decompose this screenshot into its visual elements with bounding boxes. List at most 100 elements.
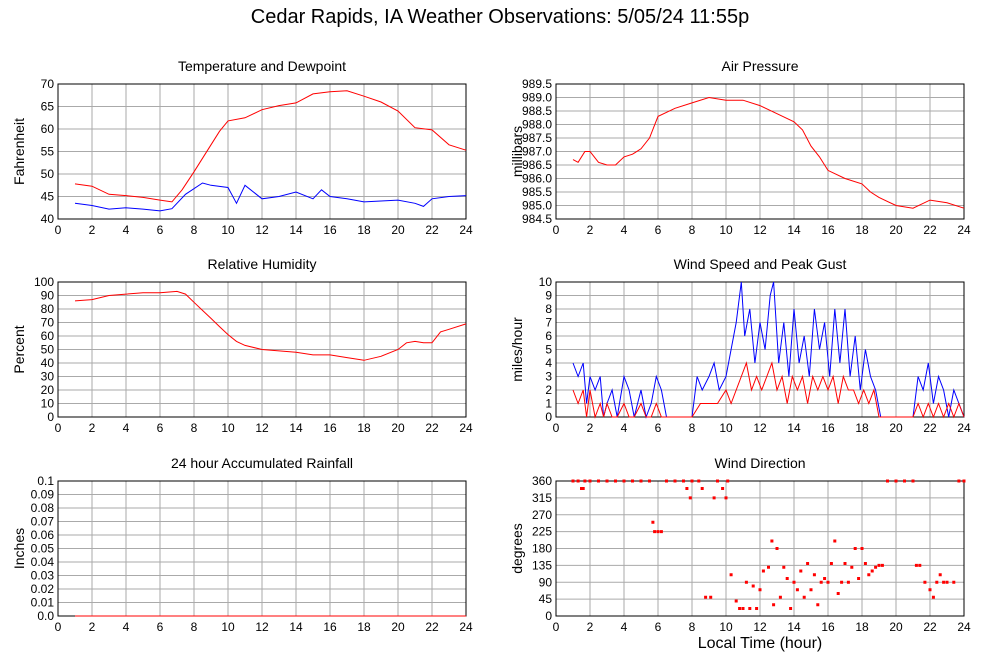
temp-x-tick-label: 16: [323, 223, 337, 237]
humidity-x-tick-label: 10: [221, 421, 235, 435]
pressure-y-axis-label: millibars: [509, 126, 525, 177]
direction-point: [857, 577, 861, 580]
humidity-x-tick-label: 16: [323, 421, 337, 435]
direction-point: [935, 580, 939, 584]
pressure-x-tick-label: 6: [655, 223, 662, 237]
rain-x-tick-label: 0: [55, 620, 62, 634]
wind-y-tick-label: 3: [545, 370, 552, 384]
wind-y-tick-label: 10: [539, 275, 553, 289]
rain-x-tick-label: 12: [255, 620, 269, 634]
wind-y-tick-label: 5: [545, 343, 552, 357]
direction-point: [588, 479, 592, 483]
humidity-y-tick-label: 20: [41, 383, 55, 397]
wind-series-line-1: [572, 361, 965, 419]
wind-y-tick-label: 0: [545, 410, 552, 424]
page-title: Cedar Rapids, IA Weather Observations: 5…: [250, 6, 750, 28]
temp-chart: 0 2 4 6 8 10 12 14 16 18 20 22 2440455055606570Tempe…: [11, 58, 473, 237]
wind-x-tick-label: 4: [621, 421, 628, 435]
humidity-x-tick-label: 2: [89, 421, 96, 435]
direction-point: [809, 588, 813, 592]
direction-point: [853, 547, 857, 550]
rain-y-tick-label: 0.05: [31, 542, 55, 556]
direction-x-tick-label: 2: [587, 620, 594, 634]
direction-point: [772, 603, 776, 607]
direction-point: [605, 479, 609, 483]
pressure-plot-border: [555, 83, 965, 220]
direction-point: [795, 588, 799, 592]
direction-point: [785, 577, 789, 580]
temp-x-tick-label: 2: [89, 223, 96, 237]
direction-x-tick-label: 16: [821, 620, 835, 634]
temp-y-tick-label: 45: [41, 190, 55, 204]
pressure-x-tick-label: 16: [821, 223, 835, 237]
wind-x-tick-label: 24: [957, 421, 971, 435]
humidity-x-tick-label: 8: [191, 421, 198, 435]
direction-point: [914, 563, 918, 567]
rain-x-tick-label: 4: [123, 620, 130, 634]
rain-x-tick-label: 8: [191, 620, 198, 634]
direction-point: [782, 565, 786, 569]
rain-y-tick-label: 0.08: [31, 501, 55, 515]
direction-point: [775, 547, 779, 550]
direction-point: [806, 562, 810, 565]
direction-x-tick-label: 0: [553, 620, 560, 634]
direction-point: [648, 479, 651, 483]
direction-point: [770, 539, 774, 543]
temp-x-tick-label: 8: [191, 223, 198, 237]
direction-point: [846, 580, 850, 584]
pressure-y-tick-label: 987.5: [522, 131, 552, 145]
humidity-y-tick-label: 60: [41, 329, 55, 343]
rain-x-tick-label: 2: [89, 620, 96, 634]
humidity-x-tick-label: 14: [289, 421, 303, 435]
rain-y-tick-label: 0.02: [31, 582, 55, 596]
humidity-chart: 0 2 4 6 8 10 12 14 16 18 20 22 240102030405060708090…: [11, 256, 473, 435]
direction-point: [738, 607, 742, 610]
direction-point: [682, 479, 685, 483]
direction-point: [639, 479, 643, 483]
wind-x-tick-label: 22: [923, 421, 937, 435]
direction-point: [843, 562, 847, 565]
direction-y-axis-label: degrees: [509, 523, 525, 574]
direction-point: [870, 569, 874, 573]
humidity-x-tick-label: 12: [255, 421, 269, 435]
pressure-chart: 0 2 4 6 8 10 12 14 16 18 20 22 24984.5985.0985.5986.…: [509, 58, 971, 237]
wind-x-tick-label: 8: [689, 421, 696, 435]
humidity-y-tick-label: 100: [34, 275, 54, 289]
rain-x-tick-label: 16: [323, 620, 337, 634]
humidity-x-tick-label: 4: [123, 421, 130, 435]
temp-y-axis-label: Fahrenheit: [11, 118, 27, 185]
direction-point: [938, 573, 942, 577]
direction-point: [583, 479, 587, 483]
direction-point: [729, 573, 733, 577]
rain-y-axis-label: Inches: [11, 528, 27, 569]
humidity-x-tick-label: 0: [55, 421, 62, 435]
direction-point: [571, 479, 575, 483]
direction-y-tick-label: 315: [532, 491, 552, 505]
direction-point: [874, 565, 878, 569]
wind-y-tick-label: 9: [545, 289, 552, 303]
temp-x-tick-label: 14: [289, 223, 303, 237]
direction-point: [860, 547, 864, 550]
direction-y-tick-label: 45: [539, 592, 553, 606]
direction-point: [867, 573, 871, 577]
rain-x-tick-label: 10: [221, 620, 235, 634]
rain-x-tick-label: 20: [391, 620, 405, 634]
direction-y-tick-label: 135: [532, 558, 552, 572]
direction-point: [928, 588, 932, 592]
humidity-y-tick-label: 30: [41, 370, 55, 384]
wind-y-tick-label: 1: [545, 397, 552, 411]
direction-point: [880, 563, 884, 567]
direction-point: [651, 520, 655, 524]
direction-title: Wind Direction: [714, 455, 805, 471]
direction-point: [833, 539, 837, 543]
direction-point: [748, 607, 752, 610]
humidity-x-tick-label: 22: [425, 421, 439, 435]
pressure-y-tick-label: 985.5: [522, 185, 552, 199]
rain-x-tick-label: 22: [425, 620, 439, 634]
pressure-x-tick-label: 10: [719, 223, 733, 237]
wind-x-tick-label: 0: [553, 421, 560, 435]
humidity-y-tick-label: 50: [41, 343, 55, 357]
wind-y-axis-label: miles/hour: [509, 317, 525, 382]
direction-x-tick-label: 24: [957, 620, 971, 634]
